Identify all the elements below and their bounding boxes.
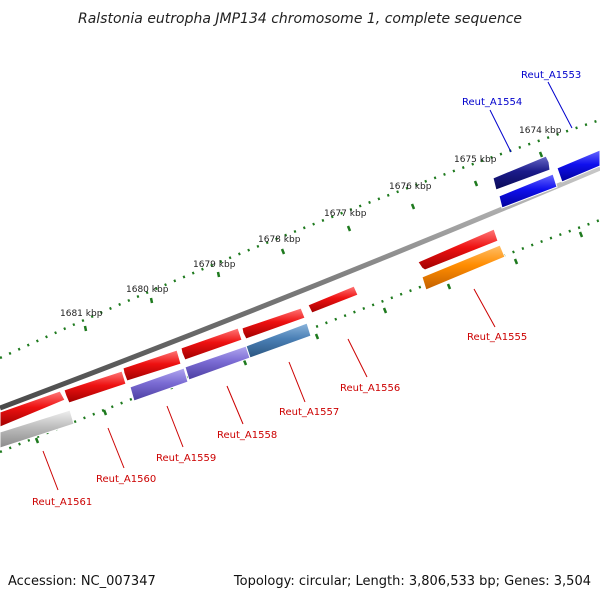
gene-label-reut-a1559[interactable]: Reut_A1559 bbox=[156, 453, 216, 464]
gene-label-reut-a1558[interactable]: Reut_A1558 bbox=[217, 430, 277, 441]
gene-feature-reut-a1559[interactable] bbox=[129, 367, 189, 402]
gene-feature-reut-a1555-red[interactable] bbox=[417, 228, 499, 271]
gene-label-reut-a1555[interactable]: Reut_A1555 bbox=[467, 332, 527, 343]
tick-label-1681: 1681 kbp bbox=[60, 309, 103, 319]
gene-feature-reut-a1560[interactable] bbox=[63, 370, 127, 404]
outer-major-ticks bbox=[83, 151, 544, 332]
tick-label-1677: 1677 kbp bbox=[324, 209, 367, 219]
tick-label-1680: 1680 kbp bbox=[126, 285, 169, 295]
leader-reut-a1556 bbox=[347, 338, 368, 378]
gene-feature-reut-a1561[interactable] bbox=[0, 409, 75, 449]
map-title: Ralstonia eutropha JMP134 chromosome 1, … bbox=[78, 11, 522, 27]
tick-label-1678: 1678 kbp bbox=[258, 235, 301, 245]
gene-feature-reut-a1558[interactable] bbox=[184, 345, 251, 381]
gene-feature-reut-a1553-lower[interactable] bbox=[498, 173, 558, 209]
gene-feature-reut-a1553-upper[interactable] bbox=[556, 149, 600, 183]
tick-label-1679: 1679 kbp bbox=[193, 260, 236, 270]
leader-reut-a1555 bbox=[473, 288, 496, 328]
inner-tick-ring bbox=[0, 218, 600, 454]
gene-feature-reut-a1557-red[interactable] bbox=[241, 307, 306, 340]
gene-feature-reut-a1555[interactable] bbox=[421, 244, 506, 291]
gene-label-reut-a1561[interactable]: Reut_A1561 bbox=[32, 497, 92, 508]
gene-feature-reut-a1558-red[interactable] bbox=[180, 327, 243, 361]
tick-label-1676: 1676 kbp bbox=[389, 182, 432, 192]
tick-label-1674: 1674 kbp bbox=[519, 126, 562, 136]
gene-feature-reut-a1561-red[interactable] bbox=[0, 390, 66, 428]
genome-summary-text: Topology: circular; Length: 3,806,533 bp… bbox=[233, 574, 591, 589]
gene-label-reut-a1554[interactable]: Reut_A1554 bbox=[462, 97, 522, 108]
tick-label-1675: 1675 kbp bbox=[454, 155, 497, 165]
reverse-strand-features bbox=[0, 173, 558, 449]
gene-label-reut-a1557[interactable]: Reut_A1557 bbox=[279, 407, 339, 418]
gene-label-reut-a1560[interactable]: Reut_A1560 bbox=[96, 474, 156, 485]
leader-reut-a1553 bbox=[547, 81, 573, 129]
leader-reut-a1558 bbox=[226, 385, 244, 425]
accession-text: Accession: NC_007347 bbox=[8, 574, 156, 589]
gene-feature-reut-a1556[interactable] bbox=[307, 285, 359, 314]
inner-major-ticks bbox=[34, 231, 584, 444]
leader-reut-a1559 bbox=[166, 405, 184, 448]
gene-label-reut-a1553[interactable]: Reut_A1553 bbox=[521, 70, 581, 81]
forward-strand-features bbox=[0, 149, 600, 428]
genome-backbone bbox=[0, 165, 600, 411]
gene-feature-reut-a1559-red[interactable] bbox=[122, 349, 182, 382]
leader-reut-a1557 bbox=[288, 361, 306, 403]
leader-reut-a1554 bbox=[489, 109, 512, 153]
label-leader-lines bbox=[42, 81, 573, 491]
gene-label-reut-a1556[interactable]: Reut_A1556 bbox=[340, 383, 400, 394]
leader-reut-a1561 bbox=[42, 450, 59, 491]
leader-reut-a1560 bbox=[107, 427, 125, 469]
gene-feature-reut-a1554[interactable] bbox=[492, 155, 551, 191]
